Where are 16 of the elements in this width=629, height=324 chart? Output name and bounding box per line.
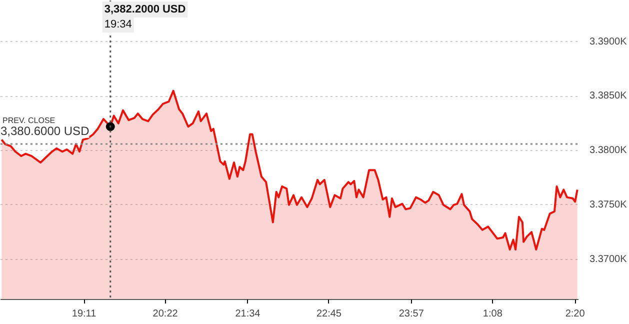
- ref-line-label: PREV. CLOSE: [2, 116, 56, 126]
- y-tick-label: 3.3750K: [590, 199, 628, 210]
- y-tick-label: 3.3700K: [590, 254, 628, 265]
- x-tick-label: 20:22: [152, 308, 178, 320]
- x-tick-label: 22:45: [316, 308, 342, 320]
- annotation: 19:34: [104, 18, 132, 30]
- annotation: 3,382.2000 USD: [104, 4, 186, 16]
- x-tick-label: 23:57: [398, 308, 424, 320]
- x-tick-label: 2:20: [565, 308, 586, 320]
- annotation: 3,380.6000 USD: [0, 124, 90, 138]
- x-tick-label: 21:34: [235, 308, 261, 320]
- y-tick-label: 3.3850K: [590, 90, 628, 102]
- y-tick-label: 3.3800K: [590, 145, 628, 156]
- x-tick-label: 1:08: [482, 308, 503, 320]
- x-tick-label: 19:11: [72, 308, 97, 320]
- y-tick-label: 3.3900K: [590, 36, 628, 48]
